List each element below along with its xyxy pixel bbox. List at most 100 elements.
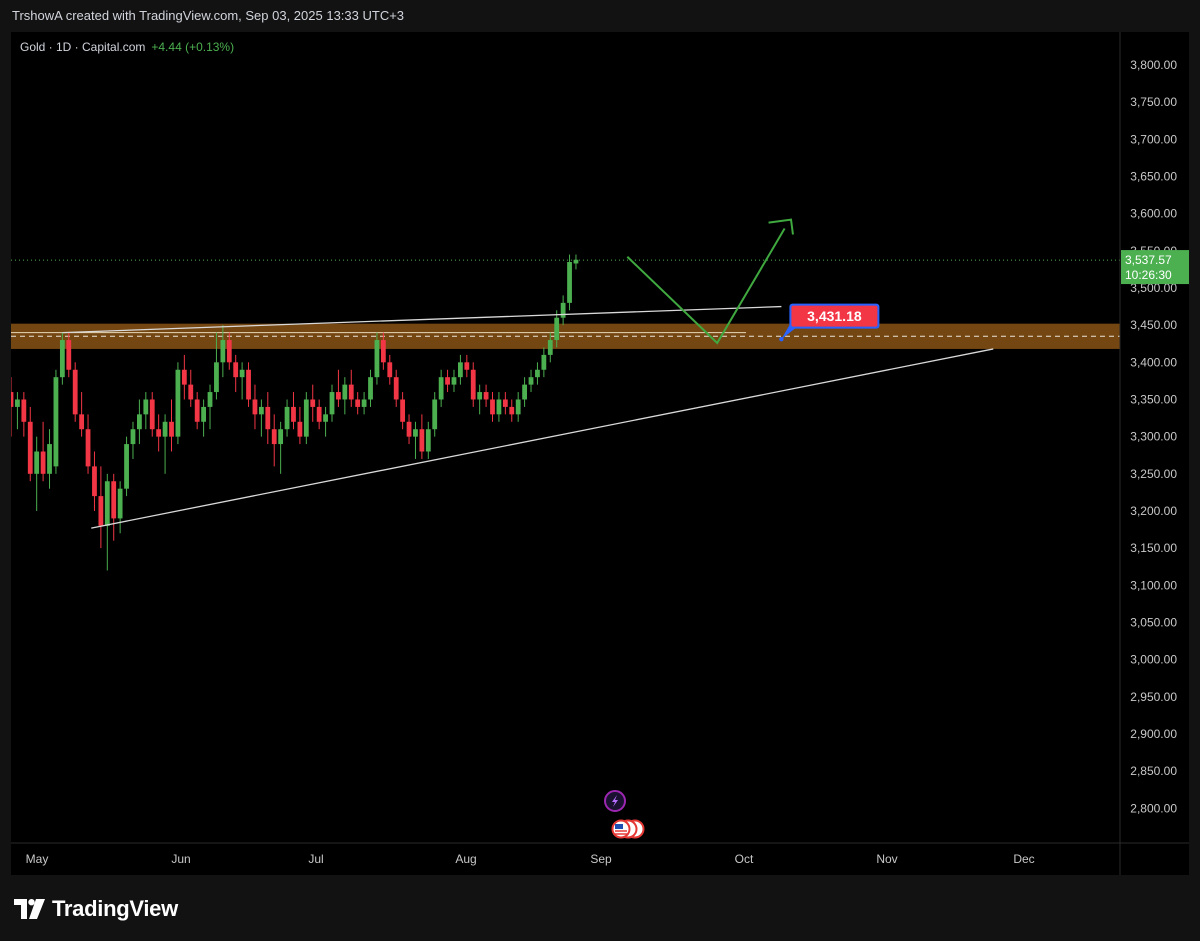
chart-caption-bar: TrshowA created with TradingView.com, Se… xyxy=(0,0,1200,32)
x-tick-label: Aug xyxy=(455,852,476,866)
candle xyxy=(98,466,104,549)
candle xyxy=(573,254,579,270)
chart-canvas[interactable]: 3,800.00 3,750.00 3,700.00 3,650.00 3,600.00… xyxy=(11,32,1189,875)
symbol-name[interactable]: Gold · 1D · Capital.com xyxy=(20,40,146,54)
candle xyxy=(368,369,373,407)
candle xyxy=(387,354,393,385)
candle-body xyxy=(278,429,284,445)
candle-body xyxy=(11,392,14,407)
candle-body xyxy=(342,384,348,400)
candle-body xyxy=(432,399,438,430)
y-tick-label: 3,600.00 xyxy=(1130,207,1177,221)
arrow-head-icon xyxy=(768,218,794,235)
candle-body xyxy=(194,399,200,422)
candle xyxy=(40,421,46,482)
candle xyxy=(72,362,78,422)
candle-body xyxy=(374,340,380,378)
price-change: +4.44 (+0.13%) xyxy=(151,40,235,54)
tradingview-logo-icon xyxy=(14,899,45,919)
candle-body xyxy=(438,377,444,400)
annotation-pointer xyxy=(781,325,800,340)
candle xyxy=(464,354,470,378)
annotation-label: 3,431.18 xyxy=(807,308,862,324)
candle-body xyxy=(284,406,290,430)
candle-body xyxy=(143,399,149,415)
candle-body xyxy=(246,369,251,400)
y-tick-label: 3,250.00 xyxy=(1130,467,1177,481)
candle-body xyxy=(53,377,59,467)
candle xyxy=(11,377,14,437)
candle xyxy=(124,436,129,497)
candle xyxy=(175,362,181,445)
candle-body xyxy=(355,399,361,407)
y-tick-label: 3,100.00 xyxy=(1130,578,1177,592)
y-tick-label: 2,800.00 xyxy=(1130,801,1177,815)
candle xyxy=(425,421,431,459)
chart-area[interactable]: 3,800.00 3,750.00 3,700.00 3,650.00 3,600.00… xyxy=(11,32,1189,875)
candle xyxy=(278,421,284,474)
candle xyxy=(284,399,290,437)
candle-body xyxy=(233,362,239,378)
candle-body xyxy=(400,399,406,422)
candle-body xyxy=(92,466,97,497)
candle-body xyxy=(156,429,162,437)
candle xyxy=(53,369,59,474)
candle xyxy=(303,392,309,445)
candle-body xyxy=(169,421,174,437)
candle-body xyxy=(393,377,399,400)
candle-body xyxy=(515,399,521,415)
candle-body xyxy=(59,340,65,378)
candle-body xyxy=(554,317,560,341)
candle xyxy=(47,429,52,489)
candle xyxy=(336,369,341,407)
symbol-legend[interactable]: Gold · 1D · Capital.com +4.44 (+0.13%) xyxy=(20,40,234,54)
price-badge-countdown: 10:26:30 xyxy=(1125,268,1172,282)
candle xyxy=(252,384,258,430)
candle-body xyxy=(117,488,123,519)
candle xyxy=(104,473,110,571)
y-tick-label: 3,350.00 xyxy=(1130,392,1177,406)
candle xyxy=(246,362,251,407)
candle xyxy=(265,392,271,445)
candle-body xyxy=(181,369,187,385)
candle-body xyxy=(380,340,386,363)
candle-body xyxy=(40,451,46,474)
candle xyxy=(348,369,354,407)
candle-body xyxy=(458,362,463,378)
candle xyxy=(162,414,168,474)
candle xyxy=(79,392,85,437)
candle-body xyxy=(490,399,495,415)
axes-layer: 3,800.00 3,750.00 3,700.00 3,650.00 3,600.00… xyxy=(11,32,1189,875)
y-tick-label: 3,700.00 xyxy=(1130,132,1177,146)
candle-body xyxy=(15,399,20,407)
candle-body xyxy=(470,369,476,400)
tradingview-logo[interactable]: TradingView xyxy=(14,896,178,922)
y-tick-label: 3,650.00 xyxy=(1130,169,1177,183)
candle xyxy=(355,392,361,415)
candle-body xyxy=(239,369,245,378)
candle xyxy=(438,369,444,407)
y-tick-label: 3,150.00 xyxy=(1130,541,1177,555)
candle xyxy=(554,310,560,348)
candle-body xyxy=(560,302,566,318)
candle xyxy=(445,369,450,393)
candle xyxy=(59,332,65,385)
candle-body xyxy=(47,444,52,474)
chart-caption: TrshowA created with TradingView.com, Se… xyxy=(12,8,405,23)
candle xyxy=(291,392,296,430)
ascending-trendline xyxy=(91,348,994,529)
candle xyxy=(470,362,476,407)
candle-body xyxy=(528,377,534,385)
candle-body xyxy=(361,399,367,407)
candle xyxy=(15,392,20,430)
candle-body xyxy=(220,340,226,363)
candle-body xyxy=(323,414,328,422)
candle xyxy=(137,399,142,445)
y-tick-label: 2,850.00 xyxy=(1130,764,1177,778)
candle-body xyxy=(79,414,85,430)
candle-body xyxy=(451,377,457,385)
candle-body xyxy=(348,384,354,400)
candle-body xyxy=(425,429,431,452)
candle-body xyxy=(252,399,258,415)
